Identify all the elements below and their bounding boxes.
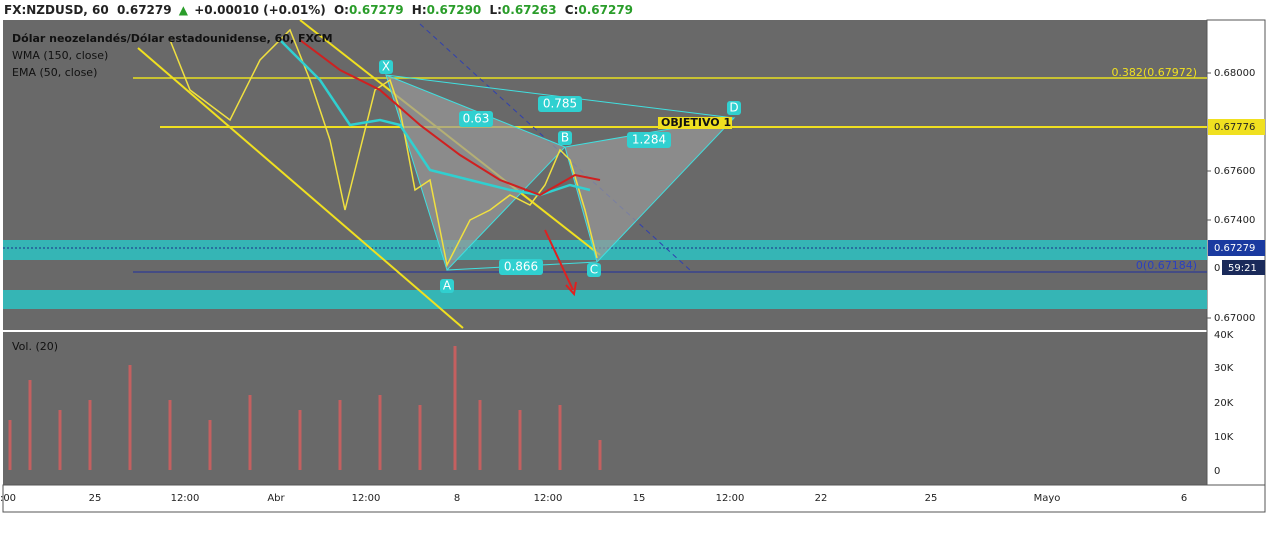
point-box — [558, 131, 572, 145]
time-label: Mayo — [1034, 493, 1061, 504]
time-label: :00 — [0, 493, 16, 504]
time-label: 15 — [633, 493, 646, 504]
point-label: A — [443, 279, 452, 293]
time-axis-area — [2, 484, 1266, 513]
symbol: FX:NZDUSD, 60 — [4, 3, 109, 17]
arrow-head — [565, 281, 577, 297]
fib-label: 0(0.67184) — [1136, 259, 1197, 272]
vol-tick: 10K — [1214, 432, 1234, 443]
current-badge — [1208, 240, 1265, 256]
point-label: C — [590, 263, 598, 277]
ratio-box — [538, 96, 582, 112]
ratio: 0.866 — [504, 260, 538, 274]
volume-trace — [8, 346, 602, 470]
instrument: Dólar neozelandés/Dólar estadounidense, … — [12, 32, 333, 45]
point-label: X — [382, 60, 390, 74]
volume-axis: 40K 30K 20K 10K 0 — [1214, 330, 1234, 477]
time-label: 22 — [815, 493, 828, 504]
ratio: 0.63 — [463, 112, 490, 126]
timer-text: 59:21 — [1228, 263, 1257, 274]
c-label: C: — [565, 3, 579, 17]
ratio: 0.785 — [543, 97, 577, 111]
time-label: 12:00 — [352, 493, 381, 504]
timer-badge — [1222, 260, 1265, 275]
change: +0.00010 (+0.01%) — [194, 3, 326, 17]
price-tick-label: 0.67000 — [1214, 313, 1255, 324]
vol-tick: 0 — [1214, 466, 1220, 477]
target: OBJETIVO 1 — [661, 116, 731, 129]
time-label: 12:00 — [716, 493, 745, 504]
target-box — [658, 117, 732, 129]
price-trace — [169, 28, 598, 268]
volume-label: Vol. (20) — [12, 340, 58, 353]
volume-pane — [3, 332, 1207, 485]
vol-tick: 40K — [1214, 330, 1234, 341]
price-axis: 0.68000 0.67600 0.67400 0.67000 — [1207, 68, 1255, 324]
point-label: B — [561, 131, 569, 145]
arrow: ▲ — [179, 3, 189, 17]
time-axis: :00 25 12:00 Abr 12:00 8 12:00 15 12:00 22 25 Mayo 6 — [0, 493, 1187, 504]
o-label: O: — [334, 3, 349, 17]
time-label: 25 — [89, 493, 102, 504]
o: 0.67279 — [349, 3, 404, 17]
ratio-box — [499, 259, 543, 275]
point-box — [587, 263, 601, 277]
header: FX:NZDUSD, 60 0.67279 ▲ +0.00010 (+0.01%… — [4, 3, 633, 17]
current-badge-text: 0.67279 — [1214, 243, 1255, 254]
ratio-box — [459, 111, 493, 127]
price-tick-label: 0.67400 — [1214, 215, 1255, 226]
time-label: 12:00 — [171, 493, 200, 504]
time-label: 12:00 — [534, 493, 563, 504]
zero-badge-text: 0 — [1214, 263, 1220, 274]
point-box — [379, 60, 393, 74]
ratio: 1.284 — [632, 133, 666, 147]
ema-label: EMA (50, close) — [12, 66, 97, 79]
l: 0.67263 — [502, 3, 557, 17]
point-box — [727, 101, 741, 115]
ema-line — [299, 39, 601, 197]
level-badge — [1208, 119, 1265, 135]
c: 0.67279 — [578, 3, 633, 17]
point-label: D — [729, 101, 738, 115]
fib-label: 0.382(0.67972) — [1111, 66, 1197, 79]
time-label: 25 — [925, 493, 938, 504]
last: 0.67279 — [117, 3, 172, 17]
wma-label: WMA (150, close) — [12, 49, 108, 62]
point-box — [440, 279, 454, 293]
level-badge-text: 0.67776 — [1214, 122, 1255, 133]
wma-line — [279, 39, 591, 197]
channel-line — [137, 47, 464, 329]
vol-tick: 30K — [1214, 363, 1234, 374]
pattern-points: X A B C D — [379, 60, 741, 293]
time-label: Abr — [267, 493, 285, 504]
h-label: H: — [412, 3, 427, 17]
time-label: 8 — [454, 493, 460, 504]
h: 0.67290 — [427, 3, 482, 17]
ratios: 0.63 0.785 1.284 0.866 — [459, 96, 671, 275]
time-label: 6 — [1181, 493, 1187, 504]
arrow — [544, 229, 574, 291]
price-tick-label: 0.67600 — [1214, 166, 1255, 177]
l-label: L: — [489, 3, 501, 17]
price-tick-label: 0.68000 — [1214, 68, 1255, 79]
vol-tick: 20K — [1214, 398, 1234, 409]
zone — [3, 290, 1207, 309]
ratio-box — [627, 132, 671, 148]
